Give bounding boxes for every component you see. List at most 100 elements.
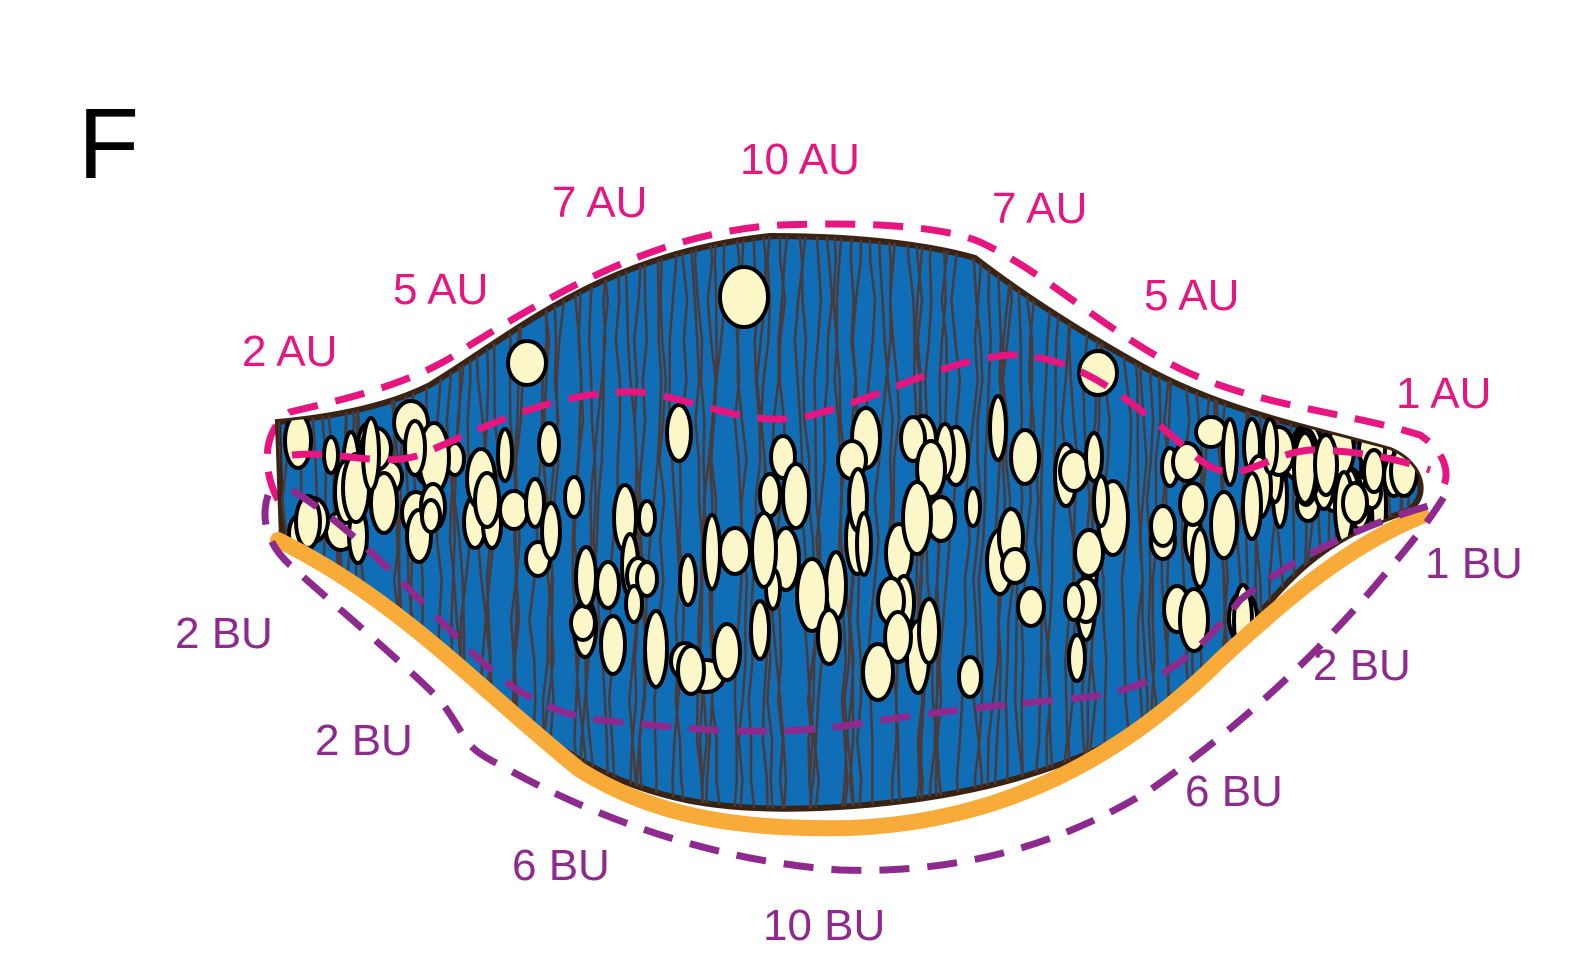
above-label-7au-right: 7 AU xyxy=(992,184,1087,233)
fiber xyxy=(571,236,589,809)
cell xyxy=(563,475,585,519)
cell xyxy=(361,416,381,492)
cell xyxy=(988,394,1008,462)
cell xyxy=(1190,527,1210,589)
cell xyxy=(718,265,770,329)
cell xyxy=(957,655,983,699)
cell xyxy=(1084,431,1104,483)
fiber xyxy=(1020,236,1034,809)
cell xyxy=(1341,481,1369,525)
cell xyxy=(599,614,627,676)
cell xyxy=(643,609,669,689)
inner-above-boundary xyxy=(291,351,1432,476)
cell xyxy=(595,560,621,610)
below-label-1bu: 1 BU xyxy=(1425,539,1523,588)
cell xyxy=(637,499,657,537)
fiber xyxy=(973,236,993,809)
below-label-6bu-left: 6 BU xyxy=(512,841,610,890)
outer-above-boundary xyxy=(263,220,1450,502)
cell xyxy=(1009,428,1041,486)
cell xyxy=(1241,471,1263,541)
cell xyxy=(712,622,742,682)
cell xyxy=(901,480,933,556)
below-labels: 2 BU 2 BU 6 BU 10 BU 6 BU 2 BU 1 BU xyxy=(175,539,1523,950)
cell xyxy=(781,462,811,530)
panel-label: F xyxy=(78,88,139,200)
fiber xyxy=(584,236,611,809)
cell xyxy=(283,412,313,470)
fiber xyxy=(573,236,585,809)
above-label-7au-left: 7 AU xyxy=(552,178,647,227)
fiber xyxy=(775,236,787,809)
fiber xyxy=(1038,236,1055,809)
cell xyxy=(883,610,913,664)
above-label-5au-left: 5 AU xyxy=(393,265,488,314)
cell xyxy=(917,597,941,665)
fiber xyxy=(688,236,704,809)
cell xyxy=(1292,431,1318,505)
cell xyxy=(1209,490,1239,560)
cell xyxy=(678,553,698,607)
cell xyxy=(498,489,530,531)
cell xyxy=(676,644,706,696)
cell xyxy=(473,471,501,529)
fiber xyxy=(693,236,706,809)
cell xyxy=(635,560,659,598)
cell xyxy=(964,486,982,528)
cell xyxy=(1016,586,1046,628)
cell xyxy=(1058,449,1090,493)
below-label-2bu-right: 2 BU xyxy=(1313,641,1411,690)
cell xyxy=(1063,582,1085,622)
cell xyxy=(749,599,771,661)
cell xyxy=(795,557,829,633)
cell xyxy=(1221,417,1239,487)
cell xyxy=(1389,444,1419,498)
fiber xyxy=(667,236,688,809)
cell xyxy=(369,471,399,535)
cell xyxy=(702,513,722,591)
cell xyxy=(1067,633,1087,683)
cell xyxy=(816,608,842,666)
cell xyxy=(1000,547,1030,585)
fiber xyxy=(671,236,689,809)
cell xyxy=(1073,528,1105,578)
cell xyxy=(537,421,561,467)
above-label-10au: 10 AU xyxy=(740,135,860,184)
cell xyxy=(750,511,778,589)
cell xyxy=(624,584,644,624)
cell xyxy=(569,604,597,642)
fiber xyxy=(1045,236,1062,809)
cell xyxy=(1178,587,1210,653)
fiber xyxy=(833,236,849,809)
cell xyxy=(420,498,442,534)
fiber xyxy=(1028,236,1043,809)
cell xyxy=(1178,481,1208,527)
fiber xyxy=(578,236,610,809)
cell xyxy=(861,642,895,702)
cell xyxy=(915,439,947,499)
above-label-2au-left: 2 AU xyxy=(242,327,337,376)
cell xyxy=(1149,504,1177,548)
above-label-1au: 1 AU xyxy=(1396,369,1491,418)
cell xyxy=(758,472,782,518)
inner-below-boundary xyxy=(290,487,1433,735)
above-label-5au-right: 5 AU xyxy=(1144,271,1239,320)
cell xyxy=(855,511,873,577)
cell xyxy=(524,477,546,529)
cell xyxy=(718,526,752,576)
cell xyxy=(322,435,340,475)
cell xyxy=(1362,448,1386,494)
cell xyxy=(496,427,514,483)
cell xyxy=(1313,433,1339,497)
below-label-10bu: 10 BU xyxy=(763,901,885,950)
below-label-2bu-far-left: 2 BU xyxy=(175,609,273,658)
below-label-6bu-right: 6 BU xyxy=(1185,767,1283,816)
base-line xyxy=(270,508,1430,837)
cell xyxy=(1171,441,1203,483)
outer-below-boundary xyxy=(261,493,1449,874)
cell xyxy=(665,403,693,463)
cell xyxy=(1092,474,1110,528)
below-label-2bu-left: 2 BU xyxy=(315,716,413,765)
cell xyxy=(574,545,598,609)
